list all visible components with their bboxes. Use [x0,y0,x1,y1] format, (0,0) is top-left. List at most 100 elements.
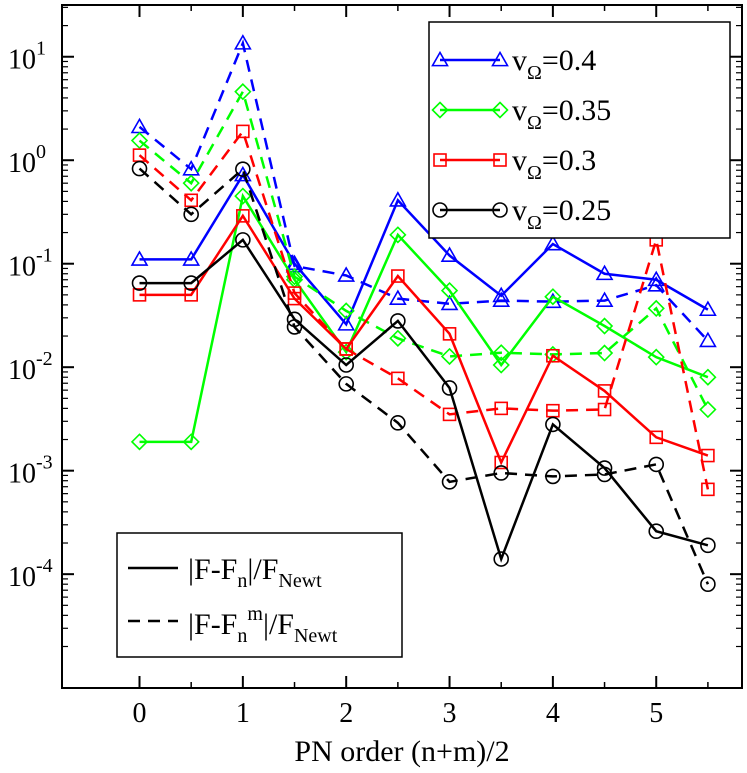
series-1-dashed-point [492,344,510,362]
series-2-solid-point [184,288,198,302]
series-3-solid-point [545,416,561,433]
x-axis-title: PN order (n+m)/2 [294,735,509,768]
series-0-dashed-point [595,291,614,308]
ticks-layer: 0 1 2 3 4 5 101 100 10-1 10-2 10-3 10-4 [8,5,742,729]
series-3-solid-line [139,238,709,563]
legend-label: vΩ=0.35 [512,94,611,134]
y-tick-label: 100 [8,141,46,179]
legend-marker-right [491,101,509,119]
x-tick-label: 3 [443,698,457,729]
series-1-dashed-point [130,131,149,150]
series-3-solid-point [648,523,665,540]
series-layer [130,34,717,592]
series-1-dashed-line [138,88,710,411]
series-3-solid-point [441,380,458,396]
series-2-solid-line [139,213,709,466]
legend-label: vΩ=0.4 [512,44,596,84]
series-3-solid-point [493,551,510,567]
series-1-solid-point [492,356,510,374]
series-2-dashed-point [597,402,612,417]
series-3-dashed-point [131,160,148,177]
series-2-solid-point [597,384,612,398]
series-3-dashed-line [138,166,710,585]
series-3-dashed-point [545,468,561,485]
plot-frame [61,4,743,689]
series-2-dashed-point [442,407,457,422]
series-legend: vΩ=0.4 vΩ=0.35 vΩ=0.3 vΩ=0.25 [428,21,731,239]
series-3-dashed-point [390,415,406,431]
series-0-dashed-point [337,266,356,282]
series-2-solid-point [391,269,405,283]
series-1-solid-point [440,281,459,300]
series-2-solid-point [649,430,664,445]
style-legend-box [116,532,403,658]
series-1-solid-point [234,187,252,205]
series-1-dashed-point [389,329,407,347]
series-3-solid-point [235,232,251,248]
x-tick-label: 0 [133,698,147,729]
series-2-solid-point [494,455,509,470]
legend-marker-left [433,153,447,167]
series-3-dashed-point [648,456,665,473]
legend-label: vΩ=0.25 [512,194,611,234]
series-2-dashed-point [701,482,715,497]
series-1-solid-point [647,348,665,366]
series-0-solid-point [544,234,562,251]
legend-label: vΩ=0.3 [512,144,596,184]
series-2-solid-point [132,288,147,302]
x-tick-label: 2 [339,698,353,729]
series-3-dashed-point [700,576,716,592]
series-3-solid-point [338,357,354,373]
series-1-dashed-point [440,347,459,366]
series-1-solid-point [130,433,149,451]
series-0-solid-point [595,264,614,281]
series-0-solid-point [647,270,666,287]
series-0-dashed-point [388,289,407,306]
series-2-solid-point [701,448,715,463]
series-3-solid-point [390,313,406,329]
style-legend-dashed-label: |F-Fnm|/FNewt [188,603,338,647]
series-2-solid-point [546,348,560,363]
y-tick-label: 10-1 [8,245,53,283]
series-legend-box [428,21,731,239]
legend-marker-right [491,50,509,67]
series-3-dashed-point [441,474,458,490]
legend-entries: vΩ=0.4 vΩ=0.35 vΩ=0.3 vΩ=0.25 [431,44,611,234]
series-0-solid-point [182,250,201,266]
series-1-solid-point [544,288,562,306]
style-legend: |F-Fn|/FNewt |F-Fnm|/FNewt [116,532,403,658]
series-2-solid-point [236,209,250,223]
series-0-solid-line [139,172,709,327]
series-3-solid-point [286,311,303,328]
series-0-dashed-point [233,34,252,50]
series-1-dashed-point [234,83,252,101]
series-3-dashed-point [235,161,251,177]
series-0-dashed-point [699,331,717,348]
series-0-dashed-point [647,276,666,292]
series-2-solid-point [442,327,457,341]
series-2-dashed-point [236,124,250,139]
series-1-solid-point [699,368,717,386]
series-1-dashed-point [182,174,200,192]
series-0-dashed-point [440,294,459,311]
series-2-dashed-point [494,401,509,416]
x-tick-label: 1 [236,698,250,729]
series-2-dashed-point [184,193,198,208]
series-0-solid-point [388,191,407,207]
y-tick-label: 10-2 [8,348,53,386]
series-0-solid-point [440,246,459,262]
y-tick-label: 10-3 [8,452,53,490]
series-0-dashed-line [138,39,709,342]
legend-marker-right [493,153,507,167]
style-legend-solid-label: |F-Fn|/FNewt [188,553,322,592]
series-2-solid-point [287,291,302,306]
series-1-dashed-point [595,344,614,362]
series-0-solid-point [492,286,511,303]
series-3-solid-point [700,537,716,554]
series-3-solid-point [183,275,199,291]
series-1-dashed-point [647,299,665,318]
series-2-dashed-line [138,128,710,490]
series-0-dashed-point [492,291,511,308]
series-1-dashed-point [699,400,717,419]
series-1-solid-point [595,317,614,335]
